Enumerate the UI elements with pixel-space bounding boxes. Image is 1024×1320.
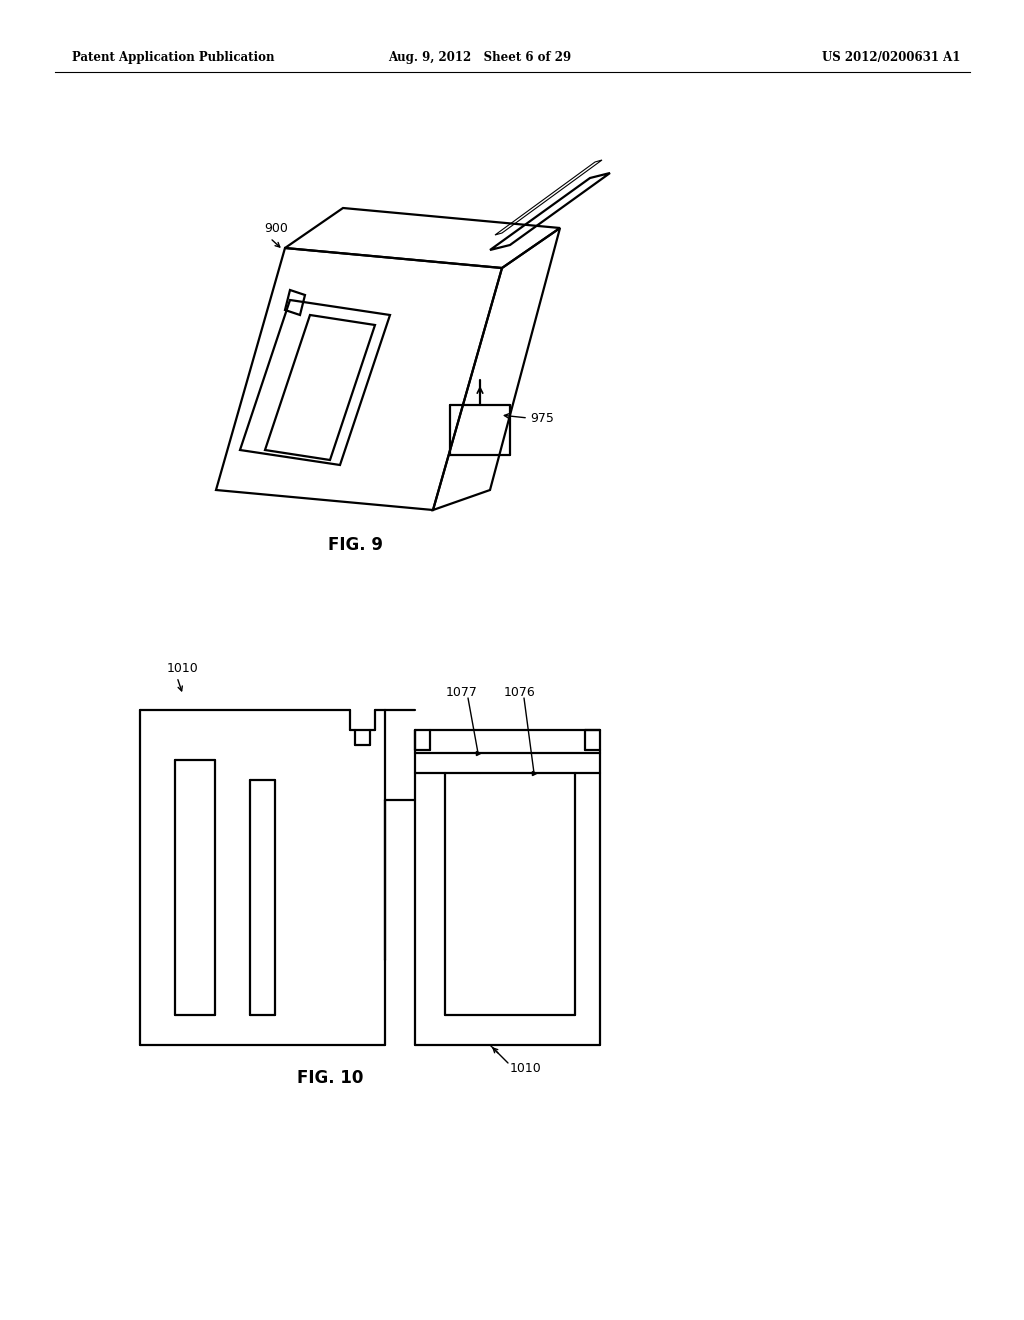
Text: 975: 975 <box>530 412 554 425</box>
Text: Patent Application Publication: Patent Application Publication <box>72 51 274 65</box>
Text: 1010: 1010 <box>167 661 199 675</box>
Text: 900: 900 <box>264 222 288 235</box>
Text: 1010: 1010 <box>510 1061 542 1074</box>
Text: 1076: 1076 <box>504 686 536 700</box>
Text: US 2012/0200631 A1: US 2012/0200631 A1 <box>821 51 961 65</box>
Text: FIG. 10: FIG. 10 <box>297 1069 364 1086</box>
Text: Aug. 9, 2012   Sheet 6 of 29: Aug. 9, 2012 Sheet 6 of 29 <box>388 51 571 65</box>
Text: 1077: 1077 <box>446 686 478 700</box>
Text: FIG. 9: FIG. 9 <box>328 536 383 554</box>
